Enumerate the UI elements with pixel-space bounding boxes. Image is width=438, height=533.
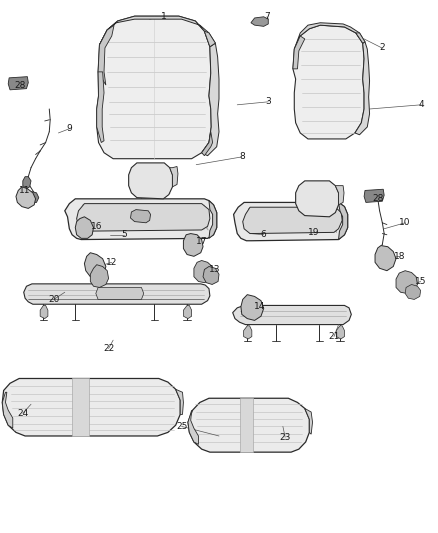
Text: 14: 14 [254, 302, 266, 311]
Polygon shape [305, 408, 313, 434]
Polygon shape [96, 287, 144, 300]
Polygon shape [72, 378, 89, 436]
Text: 7: 7 [264, 12, 270, 21]
Text: 17: 17 [196, 237, 208, 246]
Polygon shape [396, 271, 417, 294]
Polygon shape [294, 23, 365, 49]
Polygon shape [8, 77, 28, 90]
Polygon shape [201, 132, 212, 156]
Polygon shape [233, 305, 351, 325]
Polygon shape [339, 203, 348, 239]
Polygon shape [75, 217, 94, 238]
Polygon shape [375, 246, 396, 271]
Polygon shape [364, 189, 384, 203]
Text: 23: 23 [279, 433, 291, 442]
Text: 28: 28 [372, 195, 383, 203]
Polygon shape [293, 25, 364, 139]
Text: 3: 3 [265, 98, 271, 106]
Polygon shape [188, 410, 198, 445]
Polygon shape [356, 33, 365, 43]
Text: 5: 5 [121, 230, 127, 239]
Polygon shape [99, 16, 215, 47]
Polygon shape [209, 200, 217, 238]
Text: 20: 20 [48, 295, 60, 304]
Polygon shape [203, 266, 219, 285]
Polygon shape [170, 166, 178, 187]
Polygon shape [77, 204, 210, 231]
Polygon shape [65, 199, 217, 239]
Polygon shape [336, 326, 344, 339]
Text: 25: 25 [176, 422, 187, 431]
Polygon shape [24, 284, 210, 304]
Polygon shape [2, 378, 180, 436]
Text: 12: 12 [106, 258, 117, 267]
Text: 24: 24 [17, 409, 28, 418]
Polygon shape [201, 43, 219, 156]
Polygon shape [251, 17, 268, 26]
Text: 21: 21 [328, 332, 339, 341]
Polygon shape [28, 192, 39, 203]
Polygon shape [355, 42, 370, 135]
Polygon shape [85, 253, 106, 278]
Polygon shape [98, 25, 114, 85]
Polygon shape [40, 305, 48, 319]
Text: 16: 16 [91, 222, 102, 231]
Polygon shape [184, 233, 203, 256]
Polygon shape [131, 209, 151, 223]
Polygon shape [23, 176, 31, 189]
Polygon shape [97, 16, 211, 159]
Text: 28: 28 [15, 80, 26, 90]
Polygon shape [244, 326, 252, 339]
Polygon shape [2, 392, 13, 428]
Text: 1: 1 [160, 12, 166, 21]
Polygon shape [243, 207, 342, 233]
Polygon shape [188, 398, 309, 452]
Text: 2: 2 [379, 43, 385, 52]
Text: 13: 13 [208, 265, 220, 274]
Polygon shape [240, 398, 253, 452]
Polygon shape [97, 72, 104, 142]
Polygon shape [293, 36, 305, 69]
Polygon shape [336, 185, 344, 205]
Text: 6: 6 [261, 230, 267, 239]
Polygon shape [241, 295, 264, 320]
Polygon shape [296, 181, 339, 217]
Polygon shape [16, 187, 35, 208]
Text: 10: 10 [399, 219, 411, 227]
Text: 9: 9 [67, 124, 72, 133]
Polygon shape [205, 31, 215, 47]
Polygon shape [184, 305, 192, 319]
Text: 18: 18 [393, 252, 405, 261]
Text: 8: 8 [239, 152, 245, 161]
Polygon shape [233, 203, 348, 241]
Polygon shape [129, 163, 173, 199]
Text: 4: 4 [418, 100, 424, 109]
Text: 22: 22 [103, 344, 114, 353]
Polygon shape [176, 389, 184, 415]
Text: 19: 19 [308, 228, 320, 237]
Text: 15: 15 [415, 277, 427, 286]
Polygon shape [405, 285, 420, 300]
Polygon shape [194, 261, 214, 282]
Polygon shape [90, 265, 109, 287]
Text: 11: 11 [19, 186, 31, 195]
